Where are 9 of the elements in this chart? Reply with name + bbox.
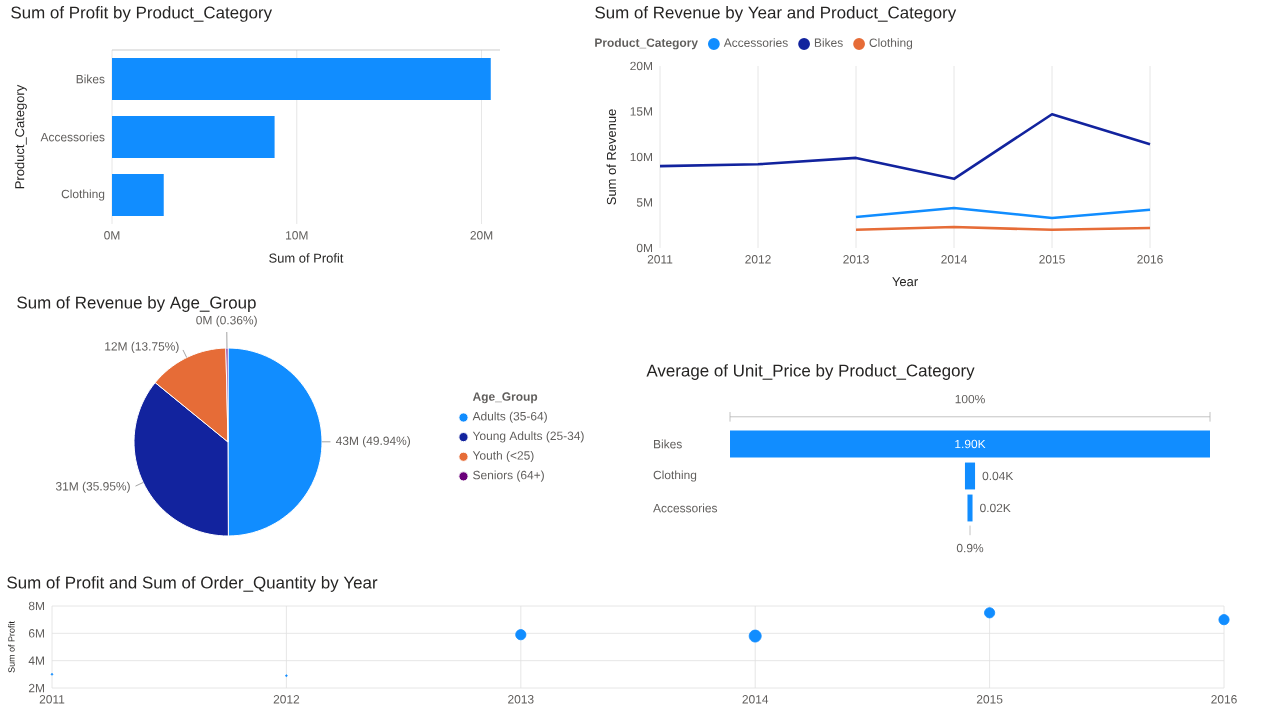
chart-title: Sum of Profit by Product_Category	[11, 6, 273, 22]
chart-title: Sum of Revenue by Year and Product_Category	[595, 6, 957, 22]
chart-title: Sum of Profit and Sum of Order_Quantity by Year	[7, 576, 378, 592]
bar	[112, 58, 491, 100]
line-series	[658, 112, 1152, 181]
bar	[112, 174, 164, 216]
text: Average of Unit_Price by Product_Category	[646, 364, 975, 380]
chart-title: Sum of Revenue by Age_Group	[17, 296, 256, 312]
bar	[112, 116, 275, 158]
